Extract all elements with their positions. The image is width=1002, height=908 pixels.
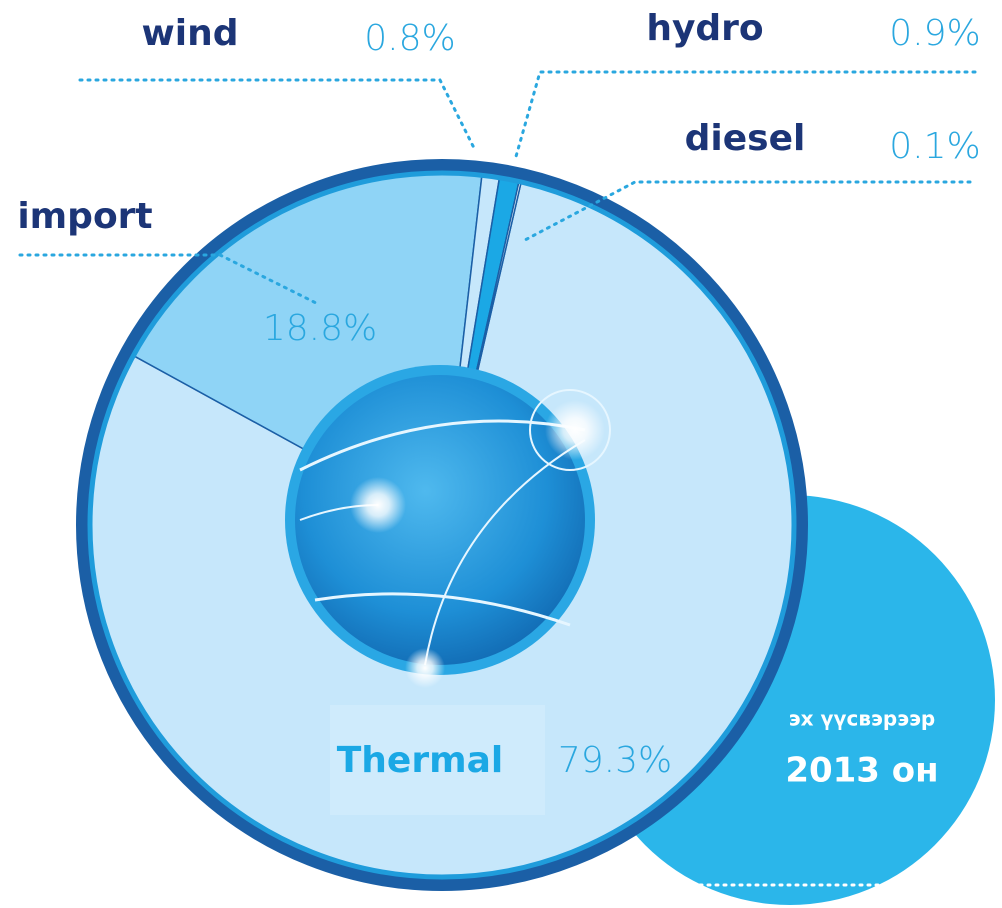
leader-line xyxy=(78,78,477,152)
core-image xyxy=(285,365,611,688)
core-arc xyxy=(314,592,571,627)
core-arc xyxy=(424,439,586,666)
slice-name: Thermal xyxy=(337,740,504,781)
outer-ring xyxy=(76,159,808,891)
leader-line xyxy=(513,70,977,162)
leader-line xyxy=(18,253,322,307)
outer-ring-inner xyxy=(87,170,797,880)
slice-name: wind xyxy=(142,13,239,54)
core-glow xyxy=(545,400,605,460)
core xyxy=(295,375,585,665)
slice-value-label: 79.3% xyxy=(558,740,672,781)
slice-value-label: 0.9% xyxy=(889,13,980,54)
slice-name: import xyxy=(17,196,152,237)
year-label: 2013 он xyxy=(785,751,938,791)
slice-name: diesel xyxy=(685,118,806,159)
caption: эх үүсвэрээр xyxy=(789,707,936,731)
slice-value-label: 0.1% xyxy=(889,126,980,167)
slice-value-label: 18.8% xyxy=(263,308,377,349)
label-box xyxy=(330,705,545,815)
core-ring xyxy=(529,389,611,471)
core-glow xyxy=(350,477,406,533)
slice-name: hydro xyxy=(646,8,763,49)
slice-value-label: 0.8% xyxy=(364,18,455,59)
core-glow xyxy=(405,648,445,688)
leader-line xyxy=(523,180,972,242)
